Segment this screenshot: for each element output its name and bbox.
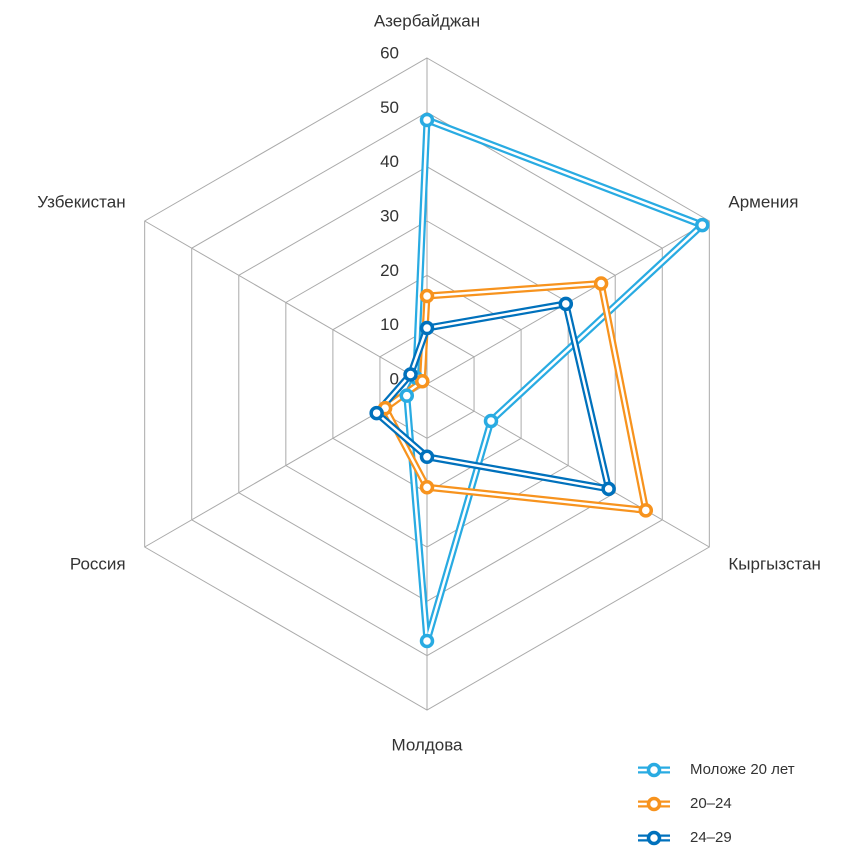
tick-label: 20 [380,261,399,280]
point [403,367,418,382]
point [419,320,435,336]
legend-marker [646,796,662,812]
axis-label: Узбекистан [37,192,125,211]
point [419,449,435,465]
axis-label: Россия [70,554,126,573]
point [419,633,435,649]
legend-label: Моложе 20 лет [690,761,795,778]
point [399,388,415,403]
legend-marker [646,762,662,778]
point [483,413,499,429]
tick-label: 10 [380,315,399,334]
point [419,479,435,495]
tick-label: 50 [380,98,399,117]
axis-label: Кыргызстан [728,554,821,573]
point [593,276,609,291]
point [419,288,435,304]
spoke [426,383,710,548]
tick-label: 60 [380,43,399,62]
tick-label: 40 [380,152,399,171]
point [369,405,384,421]
point [558,296,574,312]
axis-label: Азербайджан [374,11,480,30]
legend-label: 24–29 [690,829,732,846]
tick-label: 30 [380,206,399,225]
tick-label: 0 [390,369,399,388]
spoke [144,220,428,385]
point [638,503,654,518]
legend-label: 20–24 [690,795,732,812]
point [695,217,710,233]
point [419,112,435,128]
legend-marker [646,830,662,846]
series-line [403,116,706,645]
point [601,481,616,497]
axis-label: Армения [728,192,798,211]
point [415,374,430,389]
axis-label: Молдова [391,735,463,754]
